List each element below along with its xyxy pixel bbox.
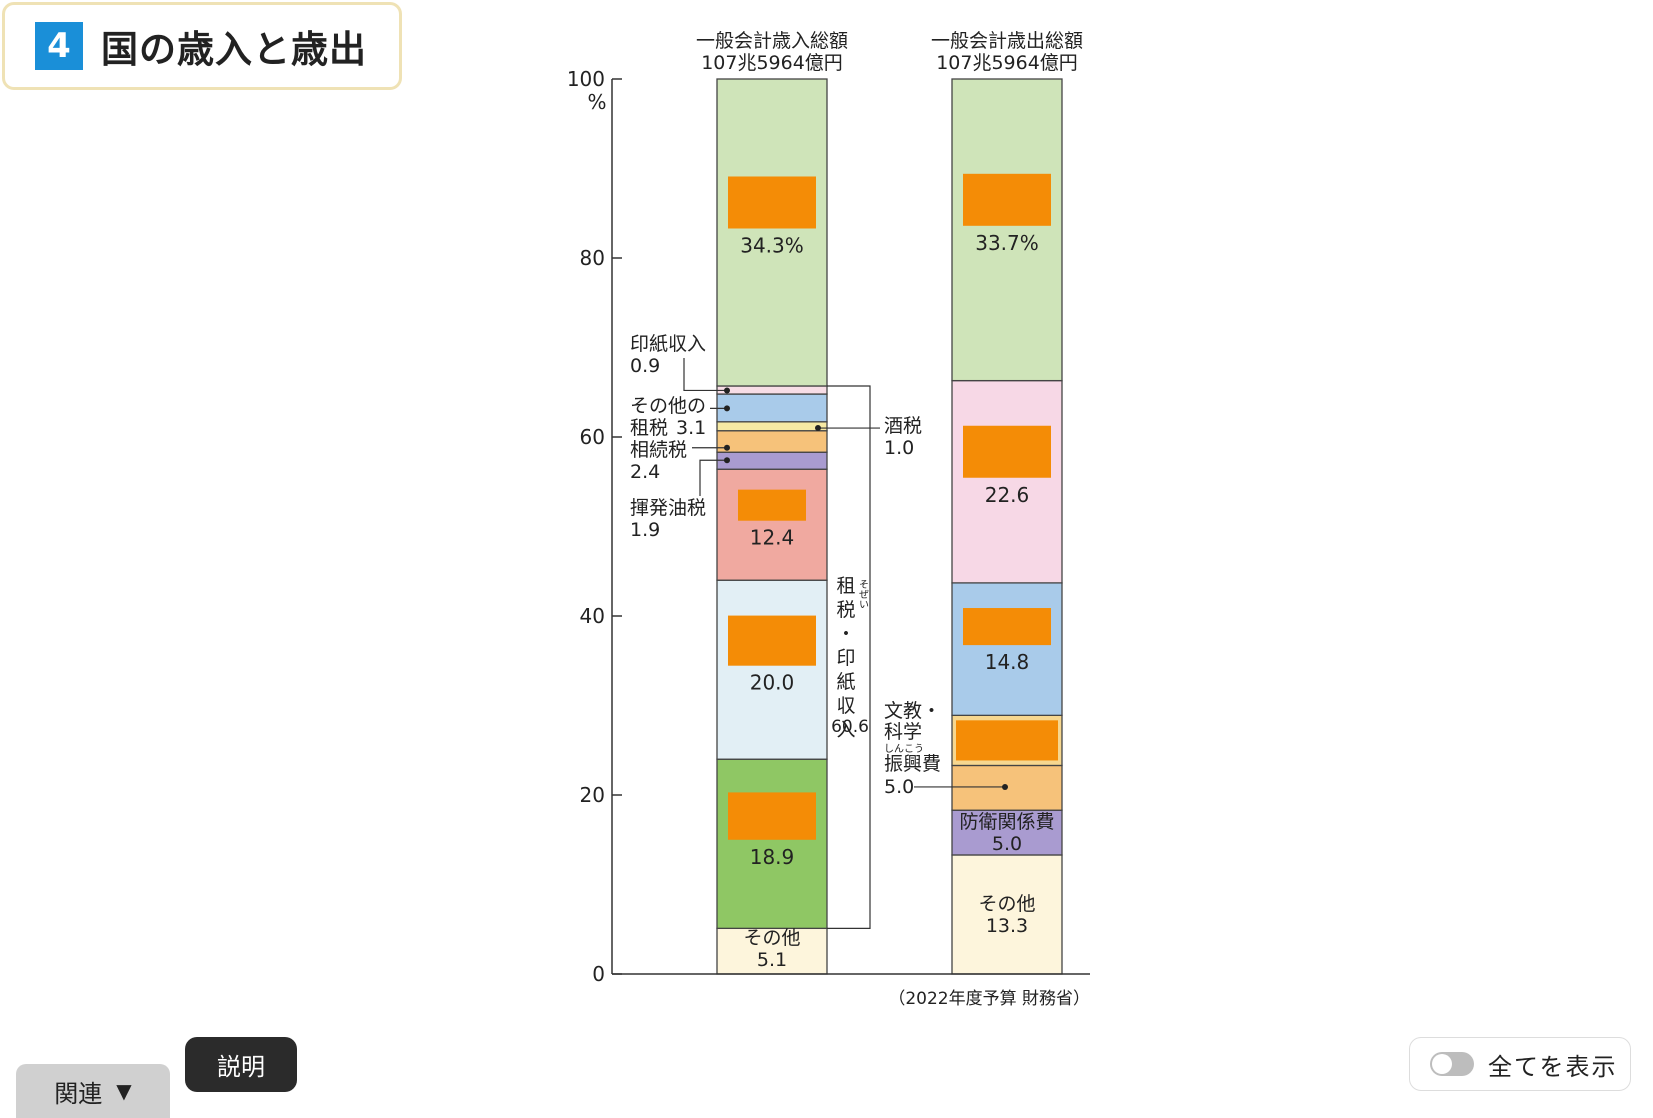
- toggle-switch-icon[interactable]: [1430, 1052, 1474, 1076]
- bar-segment: [716, 468, 828, 581]
- y-tick-label: 60: [580, 425, 605, 449]
- bar-segment: [716, 421, 828, 432]
- bracket-label-char: ・: [836, 623, 855, 645]
- label-rev-other: その他: [743, 927, 800, 949]
- bar-segment: [716, 385, 828, 395]
- hidden-label-mask: [728, 792, 816, 840]
- label-other-tax-2: 租税: [630, 417, 668, 439]
- segment-value: 34.3%: [740, 233, 804, 257]
- leader-dot: [724, 444, 730, 451]
- bracket-label-char: 紙: [836, 671, 855, 693]
- hidden-label-mask: [963, 608, 1051, 646]
- title-box: 4 国の歳入と歳出: [2, 2, 402, 90]
- label-education-3: 振興費: [884, 753, 941, 775]
- bar-segment: [716, 393, 828, 423]
- leader-dot: [724, 405, 730, 412]
- value-other-tax: 3.1: [676, 417, 706, 439]
- bar-segment: [716, 579, 828, 760]
- column-header: 一般会計歳入総額: [696, 30, 848, 52]
- related-button[interactable]: 関連 ▼: [16, 1064, 170, 1118]
- leader-line: [699, 459, 727, 496]
- page-title: 国の歳入と歳出: [101, 28, 367, 71]
- bracket-ruby: そぜい: [857, 579, 869, 609]
- value-stamp: 0.9: [630, 355, 660, 377]
- title-number: 4: [35, 22, 83, 70]
- related-label: 関連: [54, 1079, 103, 1108]
- column-total: 107兆5964億円: [936, 52, 1078, 74]
- bar-segment: [951, 379, 1063, 584]
- leader-dot: [724, 457, 730, 464]
- label-defense: 防衛関係費: [959, 811, 1054, 833]
- value-rev-other: 5.1: [757, 949, 787, 971]
- bar-segment: [951, 854, 1063, 975]
- value-gasoline: 1.9: [630, 519, 660, 541]
- leader-dot: [724, 387, 730, 394]
- bar-segment: [951, 78, 1063, 382]
- hidden-label-mask: [728, 615, 816, 666]
- y-tick-label: 0: [592, 962, 605, 986]
- column-header: 一般会計歳出総額: [931, 30, 1083, 52]
- bar-segment: [716, 451, 828, 470]
- show-all-label: 全てを表示: [1488, 1052, 1618, 1081]
- bracket-label-char: 印: [836, 647, 855, 669]
- bar-segment: [951, 582, 1063, 716]
- bar-segment: [716, 927, 828, 975]
- y-tick-label: 100: [567, 67, 605, 91]
- bar-segment: [716, 758, 828, 930]
- value-exp-other: 13.3: [986, 915, 1028, 937]
- value-liquor: 1.0: [884, 437, 914, 459]
- segment-value: 14.8: [985, 650, 1030, 674]
- segment-value: 33.7%: [975, 231, 1039, 255]
- bracket-label-char: 収: [836, 695, 855, 717]
- y-tick-label: 20: [580, 783, 605, 807]
- segment-value: 20.0: [750, 671, 795, 695]
- label-other-tax-1: その他の: [630, 395, 706, 417]
- bracket-label-char: 入: [836, 719, 855, 741]
- value-education: 5.0: [884, 776, 914, 798]
- bracket-label-char: 租: [836, 575, 855, 597]
- label-education-1: 文教・: [884, 700, 941, 722]
- hidden-label-mask: [738, 489, 806, 521]
- leader-line: [827, 385, 871, 929]
- segment-value: 22.6: [985, 483, 1030, 507]
- explain-label: 説明: [217, 1053, 265, 1081]
- source-note: （2022年度予算 財務省）: [888, 989, 1090, 1009]
- hidden-label-mask: [728, 176, 816, 229]
- segment-value: 18.9: [750, 845, 795, 869]
- leader-line: [683, 358, 727, 392]
- column-total: 107兆5964億円: [701, 52, 843, 74]
- value-inheritance: 2.4: [630, 461, 660, 483]
- bracket-label-char: 税: [836, 599, 855, 621]
- label-exp-other: その他: [978, 893, 1035, 915]
- label-education-2: 科学: [884, 721, 922, 743]
- y-tick-label: 80: [580, 246, 605, 270]
- label-stamp: 印紙収入: [630, 333, 706, 355]
- triangle-down-icon: ▼: [116, 1079, 132, 1103]
- leader-dot: [815, 425, 821, 432]
- y-tick-label: 40: [580, 604, 605, 628]
- value-defense: 5.0: [992, 833, 1022, 855]
- label-education-ruby: しんこう: [884, 743, 924, 755]
- bracket-value: 60.6: [831, 717, 869, 737]
- label-gasoline: 揮発油税: [630, 497, 706, 519]
- leader-dot: [1002, 783, 1008, 790]
- hidden-label-mask: [963, 425, 1051, 478]
- explain-button[interactable]: 説明: [185, 1037, 297, 1092]
- label-inheritance: 相続税: [630, 439, 687, 461]
- segment-value: 12.4: [750, 526, 795, 550]
- bar-segment: [716, 430, 828, 453]
- show-all-toggle[interactable]: 全てを表示: [1409, 1037, 1631, 1091]
- label-liquor: 酒税: [884, 415, 922, 437]
- y-unit-label: %: [587, 90, 606, 114]
- hidden-label-mask: [956, 720, 1058, 761]
- hidden-label-mask: [963, 173, 1051, 226]
- bar-segment: [716, 78, 828, 387]
